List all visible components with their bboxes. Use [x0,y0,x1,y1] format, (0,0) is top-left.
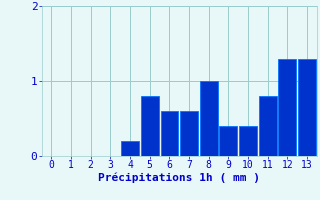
Bar [141,96,159,156]
Bar [278,58,296,156]
Bar [298,58,316,156]
X-axis label: Précipitations 1h ( mm ): Précipitations 1h ( mm ) [98,173,260,183]
Bar [161,111,178,156]
Bar [239,126,257,156]
Bar [220,126,237,156]
Bar [180,111,198,156]
Bar [259,96,276,156]
Bar [121,141,139,156]
Bar [200,81,218,156]
